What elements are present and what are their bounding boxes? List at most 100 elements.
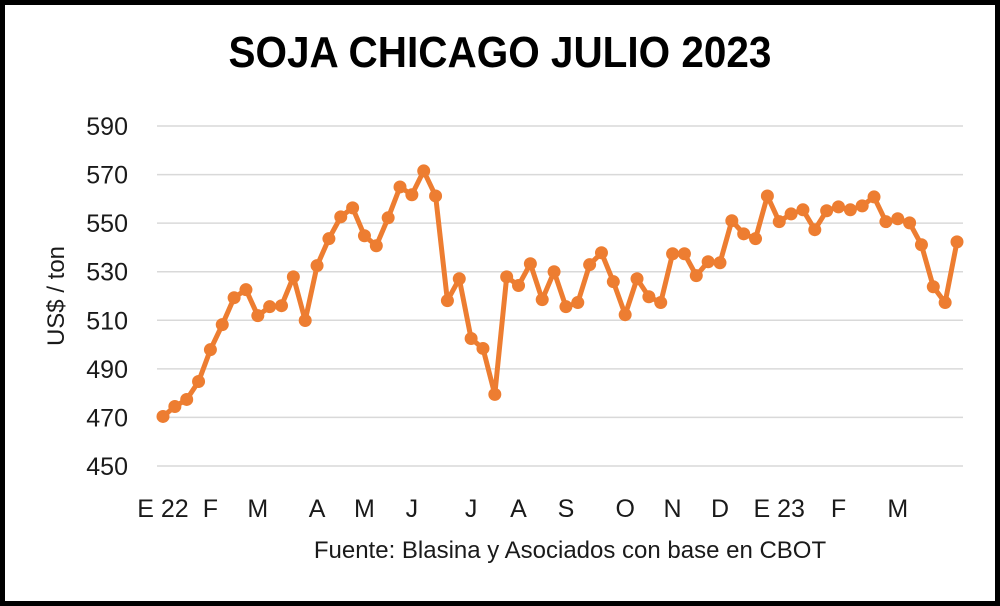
data-point-marker [784, 207, 798, 221]
x-tick-label: S [558, 495, 575, 523]
data-point-marker [749, 232, 763, 246]
data-point-marker [286, 270, 300, 284]
data-point-marker [760, 189, 774, 203]
data-point-marker [180, 392, 194, 406]
data-point-marker [298, 314, 312, 328]
data-point-marker [512, 279, 526, 293]
data-point-marker [867, 190, 881, 204]
x-tick-label: E 23 [754, 495, 805, 523]
data-point-marker [275, 299, 289, 313]
data-point-marker [606, 275, 620, 289]
x-tick-label: A [510, 495, 527, 523]
data-point-marker [334, 210, 348, 224]
data-point-marker [938, 296, 952, 310]
data-point-marker [654, 296, 668, 310]
x-tick-label: F [831, 495, 846, 523]
data-point-marker [713, 256, 727, 270]
source-note: Fuente: Blasina y Asociados con base en … [313, 537, 827, 564]
x-tick-label: M [887, 495, 908, 523]
gridlines [157, 125, 963, 467]
data-point-marker [535, 293, 549, 307]
data-point-marker [642, 290, 656, 304]
data-point-marker [405, 188, 419, 202]
data-point-marker [500, 270, 514, 284]
data-point-marker [440, 294, 454, 308]
x-tick-label: J [465, 495, 478, 523]
data-point-marker [689, 269, 703, 283]
data-point-marker [168, 400, 182, 413]
y-tick-label: 550 [86, 210, 128, 238]
data-point-marker [903, 216, 917, 230]
data-point-marker [583, 258, 597, 272]
data-point-marker [215, 318, 229, 332]
x-tick-label: M [354, 495, 375, 523]
x-tick-label: N [664, 495, 682, 523]
y-axis-label: US$ / ton [43, 246, 70, 346]
data-point-marker [393, 180, 407, 194]
data-point-marker [914, 238, 928, 252]
x-axis-ticks: E 22 F M A M J J A S O N D E 23 F M [137, 495, 908, 523]
x-tick-label: M [247, 495, 268, 523]
data-point-marker [737, 227, 751, 241]
y-tick-label: 450 [86, 453, 128, 481]
data-point-marker [571, 296, 585, 310]
y-tick-label: 570 [86, 162, 128, 190]
y-tick-label: 590 [86, 113, 128, 141]
data-point-marker [322, 232, 336, 246]
x-tick-label: J [406, 495, 419, 523]
y-tick-label: 510 [86, 307, 128, 335]
data-point-marker [772, 215, 786, 229]
data-point-marker [192, 374, 206, 388]
data-point-marker [203, 343, 217, 357]
data-point-marker [701, 255, 715, 269]
data-point-marker [488, 387, 502, 401]
data-point-marker [796, 203, 810, 217]
data-point-marker [950, 235, 964, 249]
data-point-marker [618, 308, 632, 322]
data-point-marker [831, 200, 845, 214]
data-point-marker [429, 189, 443, 203]
data-point-marker [452, 272, 466, 286]
data-point-marker [369, 239, 383, 253]
y-tick-label: 530 [86, 259, 128, 287]
data-point-marker [381, 211, 395, 225]
x-tick-label: O [615, 495, 634, 523]
data-point-marker [263, 300, 277, 314]
x-tick-label: E 22 [137, 495, 188, 523]
chart-title: SOJA CHICAGO JULIO 2023 [228, 28, 772, 77]
data-point-marker [559, 300, 573, 314]
y-axis-ticks: 450 470 490 510 530 550 570 590 [86, 113, 128, 481]
data-point-marker [346, 201, 360, 215]
data-point-marker [523, 257, 537, 271]
data-point-marker [926, 280, 940, 294]
data-series [156, 164, 964, 423]
x-tick-label: F [203, 495, 218, 523]
data-point-marker [879, 215, 893, 229]
data-point-marker [808, 223, 822, 237]
data-point-marker [251, 309, 265, 323]
x-tick-label: A [309, 495, 326, 523]
data-point-marker [227, 291, 241, 305]
data-point-marker [677, 247, 691, 261]
data-point-marker [820, 204, 834, 218]
data-point-marker [310, 259, 324, 273]
data-point-marker [594, 246, 608, 260]
data-point-marker [891, 212, 905, 226]
data-point-marker [725, 214, 739, 228]
data-point-marker [476, 341, 490, 355]
data-point-marker [630, 272, 644, 286]
x-tick-label: D [711, 495, 729, 523]
data-point-marker [357, 229, 371, 243]
data-point-marker [666, 247, 680, 261]
data-point-marker [239, 283, 253, 297]
y-tick-label: 490 [86, 356, 128, 384]
data-point-marker [417, 164, 431, 178]
data-point-marker [843, 203, 857, 217]
data-point-marker [464, 332, 478, 345]
y-tick-label: 470 [86, 404, 128, 432]
data-point-marker [855, 199, 869, 213]
data-point-marker [547, 265, 561, 279]
data-point-marker [156, 409, 170, 423]
